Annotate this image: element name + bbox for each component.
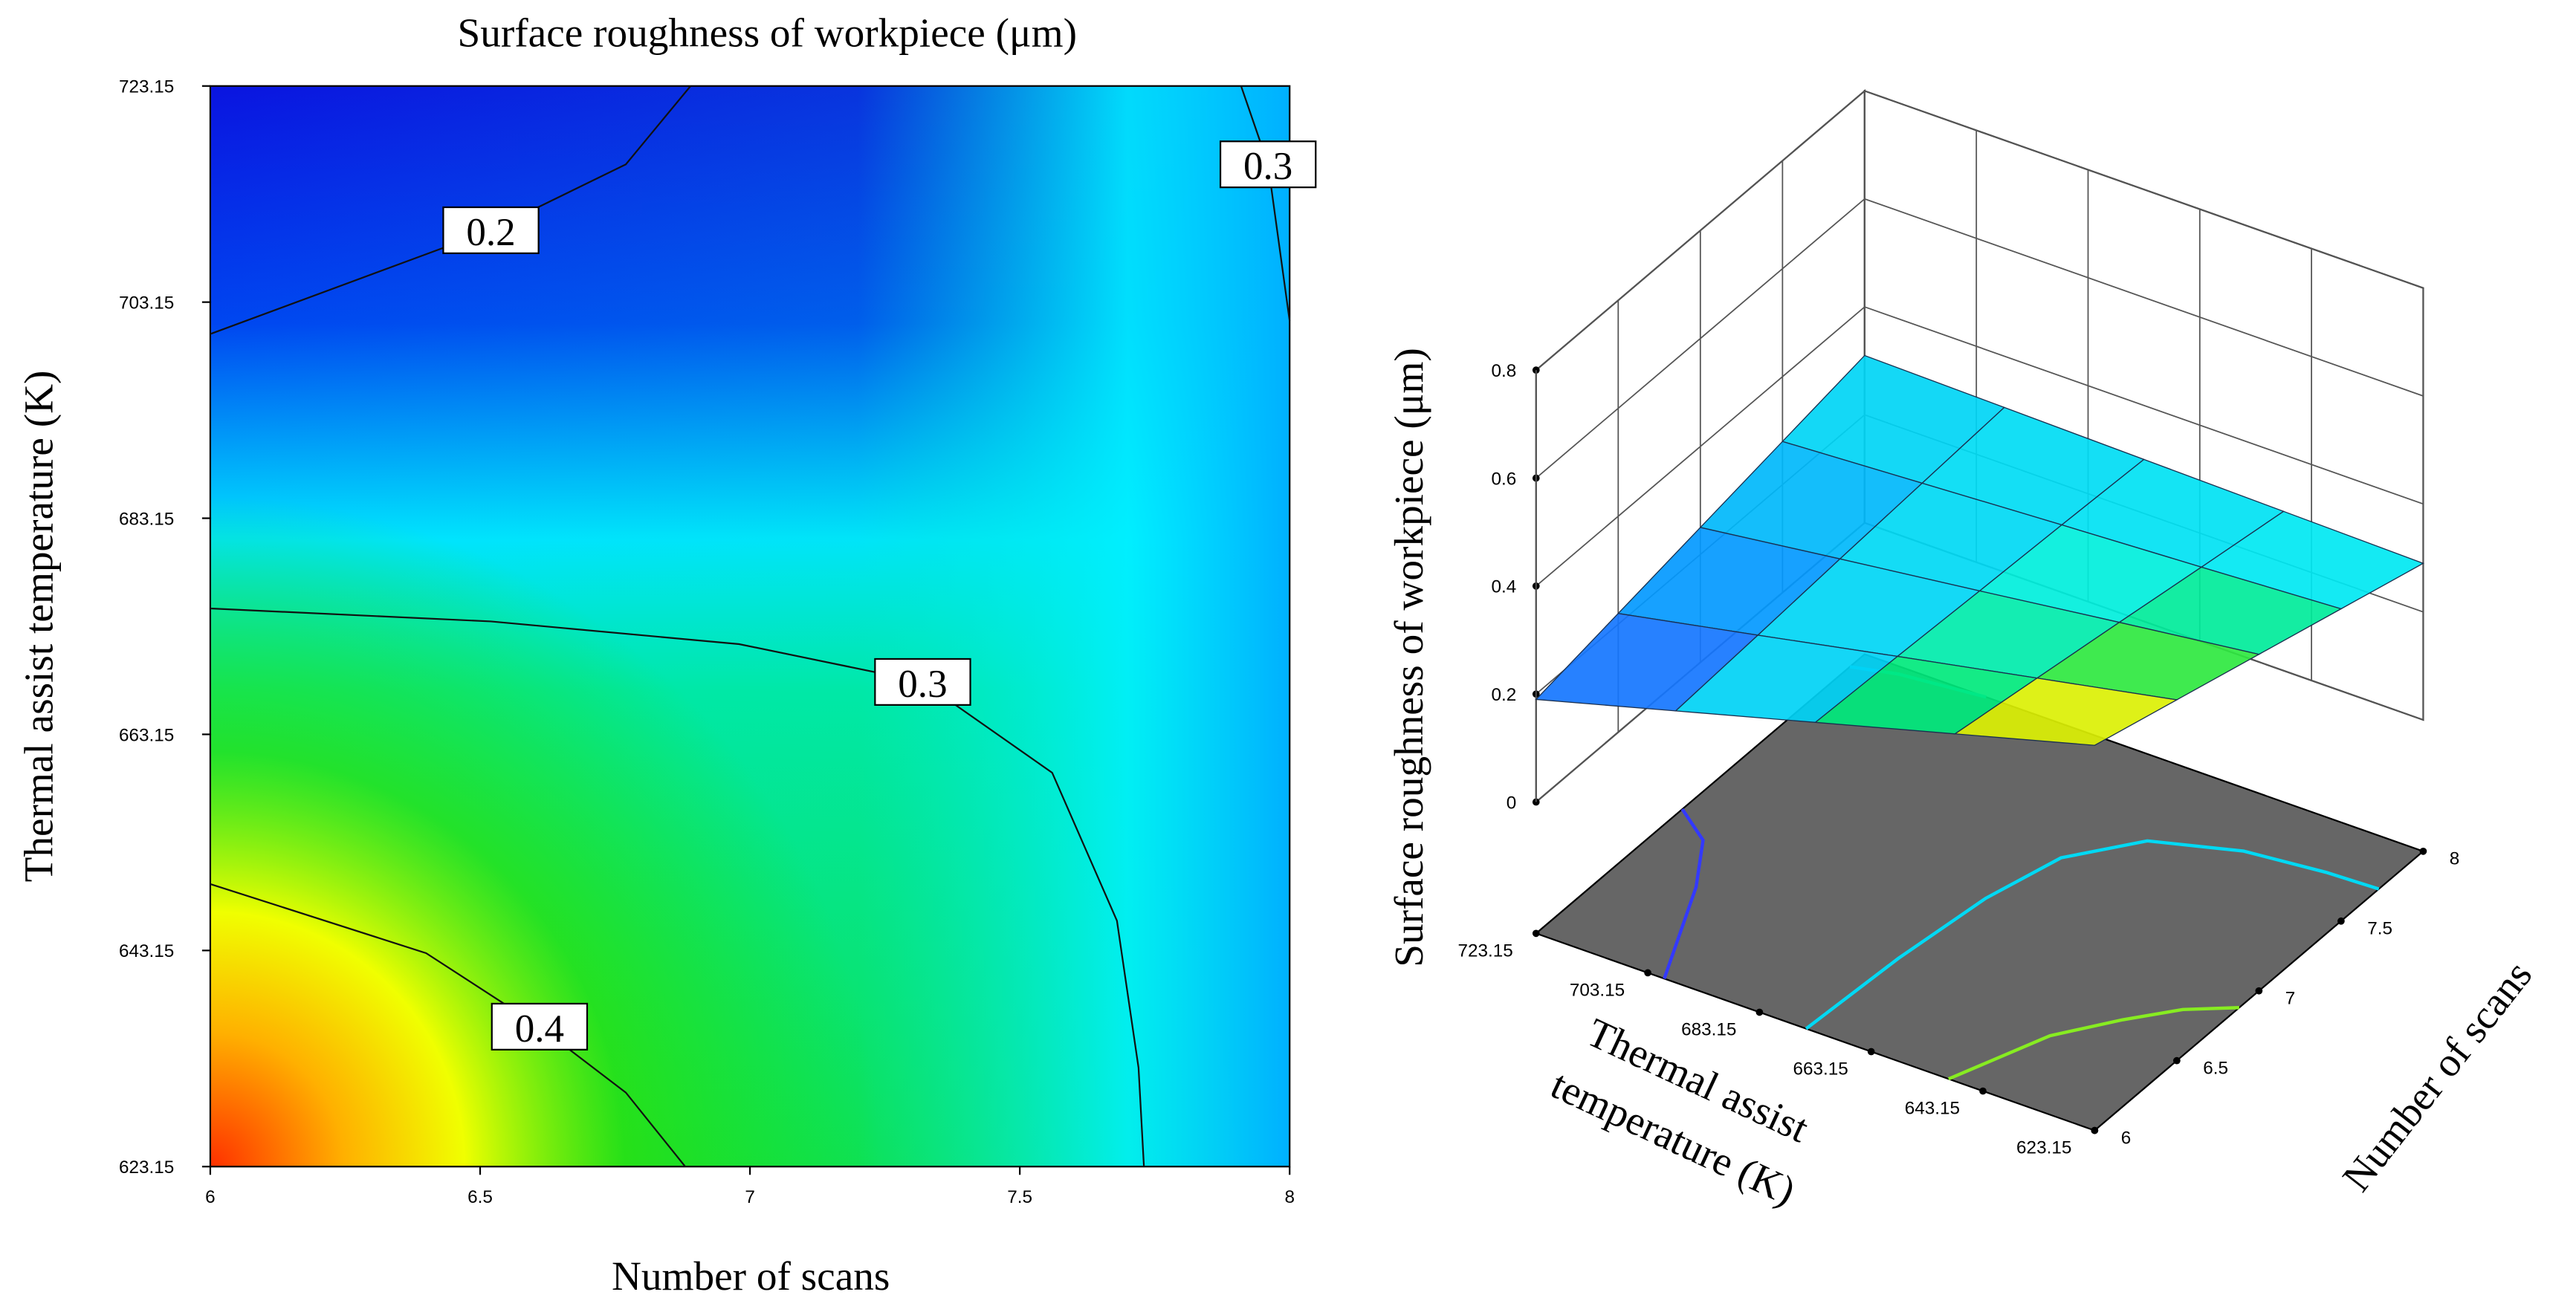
y-tick-label: 8: [2450, 849, 2460, 869]
z-tick-label: 0.6: [1491, 469, 1516, 489]
y-tick-label: 623.15: [119, 1157, 174, 1178]
contour-label: 0.4: [515, 1007, 564, 1051]
contour-label: 0.2: [466, 211, 515, 254]
floor-contour: [1947, 1006, 2239, 1081]
y-tick: [2337, 917, 2345, 925]
color-field: [210, 85, 1290, 1167]
y-axis-label: Thermal assist temperature (K): [16, 371, 62, 883]
floor-contour: [1805, 839, 2380, 1030]
x-tick-label: 8: [1284, 1187, 1295, 1207]
x-tick: [1755, 1008, 1764, 1016]
x-tick-label: 703.15: [1570, 980, 1625, 1000]
surface-cell: [1953, 678, 2178, 746]
y-tick: [2255, 987, 2263, 995]
y-tick-label: 7: [2285, 988, 2296, 1008]
y-tick-label: 723.15: [119, 77, 174, 97]
y-axis-label: Number of scans: [2334, 952, 2541, 1200]
contour-line: [210, 607, 1145, 1167]
x-tick: [1532, 929, 1540, 938]
contour-label-box: [1219, 140, 1317, 189]
x-tick-label: 683.15: [1681, 1019, 1736, 1039]
x-tick-label: 663.15: [1793, 1059, 1848, 1079]
x-tick-label: 643.15: [1905, 1099, 1960, 1119]
y-tick: [2091, 1126, 2099, 1134]
floor-contour: [1663, 808, 1705, 979]
y-tick: [2419, 847, 2427, 855]
contour-label-box: [491, 1002, 589, 1051]
x-tick-label: 6.5: [467, 1187, 493, 1207]
contour-label: 0.3: [898, 663, 947, 706]
surface-plot: Surface roughness of workpiece (μm) Ther…: [1386, 89, 2541, 1214]
y-tick-label: 703.15: [119, 293, 174, 313]
y-tick-label: 6: [2121, 1128, 2132, 1148]
chart-title: Surface roughness of workpiece (μm): [458, 10, 1078, 56]
x-tick-label: 7.5: [1007, 1187, 1032, 1207]
y-tick-label: 7.5: [2367, 918, 2392, 938]
y-tick-label: 683.15: [119, 509, 174, 529]
x-axis-label: Number of scans: [612, 1253, 890, 1299]
y-tick-label: 643.15: [119, 941, 174, 961]
x-tick: [1979, 1087, 1987, 1095]
contour-plot: Surface roughness of workpiece (μm) Numb…: [16, 10, 1317, 1299]
contour-label: 0.3: [1243, 145, 1292, 188]
x-tick-label: 6: [205, 1187, 216, 1207]
contour-line: [210, 85, 692, 335]
x-tick-label: 723.15: [1458, 941, 1513, 961]
z-axis-label: Surface roughness of workpiece (μm): [1386, 348, 1431, 967]
z-tick-label: 0.8: [1491, 361, 1516, 381]
x-tick: [1644, 969, 1651, 977]
x-tick: [1867, 1048, 1875, 1056]
y-tick: [2172, 1056, 2181, 1065]
z-tick-label: 0: [1507, 793, 1517, 813]
z-tick-label: 0.4: [1491, 577, 1516, 597]
contour-label-box: [442, 206, 540, 254]
y-tick-label: 663.15: [119, 725, 174, 745]
y-tick-label: 6.5: [2203, 1058, 2228, 1078]
contour-label-box: [874, 658, 971, 706]
x-tick-label: 623.15: [2016, 1138, 2071, 1158]
z-tick-label: 0.2: [1491, 685, 1516, 705]
x-tick-label: 7: [745, 1187, 755, 1207]
